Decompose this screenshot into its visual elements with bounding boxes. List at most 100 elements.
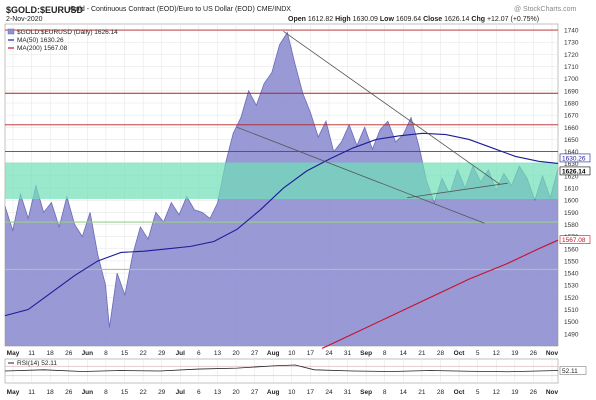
rsi-x-tick-label: Jun — [82, 389, 94, 396]
rsi-x-tick-label: 14 — [400, 389, 408, 396]
rsi-x-tick-label: 27 — [251, 389, 259, 396]
high-label: High — [335, 16, 351, 23]
x-tick-label: 24 — [325, 350, 333, 357]
x-tick-label: Nov — [546, 350, 559, 357]
rsi-x-tick-label: 28 — [437, 389, 445, 396]
close-label: Close — [423, 16, 443, 23]
rsi-x-tick-label: 26 — [65, 389, 73, 396]
y-tick-label: 1520 — [564, 295, 579, 302]
y-tick-label: 1700 — [564, 76, 579, 83]
rsi-x-tick-label: 21 — [418, 389, 426, 396]
rsi-x-tick-label: 6 — [197, 389, 201, 396]
rsi-x-tick-label: 8 — [104, 389, 108, 396]
chg-label: Chg — [471, 16, 485, 23]
x-tick-label: 26 — [65, 350, 73, 357]
legend-ma50: MA(50) 1630.26 — [17, 37, 64, 44]
rsi-x-tick-label: 31 — [344, 389, 352, 396]
value-tag-box — [559, 166, 591, 176]
rsi-x-tick-label: 29 — [158, 389, 166, 396]
y-tick-label: 1720 — [564, 52, 579, 59]
x-tick-label: Sep — [360, 350, 372, 357]
y-tick-label: 1690 — [564, 88, 579, 95]
y-tick-label: 1530 — [564, 283, 579, 290]
rsi-x-tick-label: 22 — [139, 389, 147, 396]
y-tick-label: 1600 — [564, 198, 579, 205]
rsi-x-tick-label: May — [7, 389, 20, 396]
x-tick-label: Jun — [82, 350, 94, 357]
low-label: Low — [379, 16, 394, 23]
rsi-value-tag-box — [559, 366, 587, 375]
y-tick-label: 1620 — [564, 173, 579, 180]
open-value: 1612.82 — [307, 16, 334, 23]
x-tick-label: 13 — [214, 350, 222, 357]
rsi-value-tag-label: 52.11 — [562, 368, 578, 375]
x-tick-label: Oct — [454, 350, 466, 357]
rsi-x-tick-label: 10 — [288, 389, 296, 396]
high-value: 1630.09 — [352, 16, 378, 23]
x-tick-label: 15 — [121, 350, 129, 357]
rsi-x-tick-label: 8 — [383, 389, 387, 396]
ohlc-readout: Open 1612.82 High 1630.09 Low 1609.64 Cl… — [288, 16, 539, 23]
legend-rsi: RSI(14) 52.11 — [17, 360, 57, 367]
x-tick-label: 20 — [232, 350, 240, 357]
rsi-x-tick-label: 11 — [28, 389, 35, 396]
x-tick-label: 8 — [104, 350, 108, 357]
value-tag-box — [559, 235, 591, 244]
x-tick-label: Aug — [267, 350, 280, 357]
y-tick-label: 1730 — [564, 40, 579, 47]
value-tag-label: 1630.26 — [562, 155, 586, 162]
watermark: @ StockCharts.com — [514, 6, 577, 13]
x-tick-label: 12 — [493, 350, 501, 357]
x-tick-label: 11 — [28, 350, 35, 357]
low-value: 1609.64 — [395, 16, 422, 23]
x-tick-label: 10 — [288, 350, 296, 357]
y-tick-label: 1670 — [564, 113, 579, 120]
x-tick-label: 17 — [307, 350, 315, 357]
x-tick-label: 6 — [197, 350, 201, 357]
rsi-line — [4, 364, 559, 373]
y-tick-label: 1630 — [564, 161, 579, 168]
value-tag-label: 1626.14 — [562, 168, 586, 175]
y-tick-label: 1500 — [564, 319, 579, 326]
x-tick-label: 31 — [344, 350, 352, 357]
symbol-title: $GOLD:$EURUSD — [6, 5, 84, 15]
rsi-x-tick-label: 12 — [493, 389, 501, 396]
rsi-x-tick-label: 13 — [214, 389, 222, 396]
x-tick-label: 26 — [530, 350, 538, 357]
chg-value: +12.07 (+0.75%) — [486, 16, 540, 23]
rsi-x-tick-label: Sep — [360, 389, 372, 396]
y-tick-label: 1660 — [564, 125, 579, 132]
y-tick-label: 1560 — [564, 246, 579, 253]
rsi-x-tick-label: Nov — [546, 389, 559, 396]
legend-ma200: MA(200) 1567.08 — [17, 45, 68, 52]
y-tick-label: 1710 — [564, 64, 579, 71]
y-tick-label: 1510 — [564, 307, 579, 314]
x-tick-label: 8 — [383, 350, 387, 357]
legend-swatch-main — [7, 28, 15, 35]
legend-main: $GOLD:$EURUSD (Daily) 1626.14 — [17, 29, 118, 36]
x-tick-label: 18 — [47, 350, 55, 357]
value-tag-label: 1567.08 — [562, 237, 586, 244]
y-tick-label: 1640 — [564, 149, 579, 156]
x-tick-label: 19 — [511, 350, 519, 357]
value-tag-box — [559, 153, 591, 163]
x-tick-label: 14 — [400, 350, 408, 357]
chart-date: 2-Nov-2020 — [6, 16, 43, 23]
x-tick-label: 22 — [139, 350, 147, 357]
rsi-x-tick-label: 15 — [121, 389, 129, 396]
y-tick-label: 1550 — [564, 258, 579, 265]
rsi-x-tick-label: Aug — [267, 389, 280, 396]
rsi-x-tick-label: 20 — [232, 389, 240, 396]
y-tick-label: 1680 — [564, 100, 579, 107]
y-tick-label: 1490 — [564, 331, 579, 338]
y-tick-label: 1610 — [564, 186, 579, 193]
rsi-x-tick-label: 24 — [325, 389, 333, 396]
x-tick-label: 27 — [251, 350, 259, 357]
trendline — [283, 30, 501, 185]
x-tick-label: 5 — [476, 350, 480, 357]
y-tick-label: 1650 — [564, 137, 579, 144]
rsi-x-tick-label: 17 — [307, 389, 315, 396]
highlight-zone — [5, 162, 558, 199]
